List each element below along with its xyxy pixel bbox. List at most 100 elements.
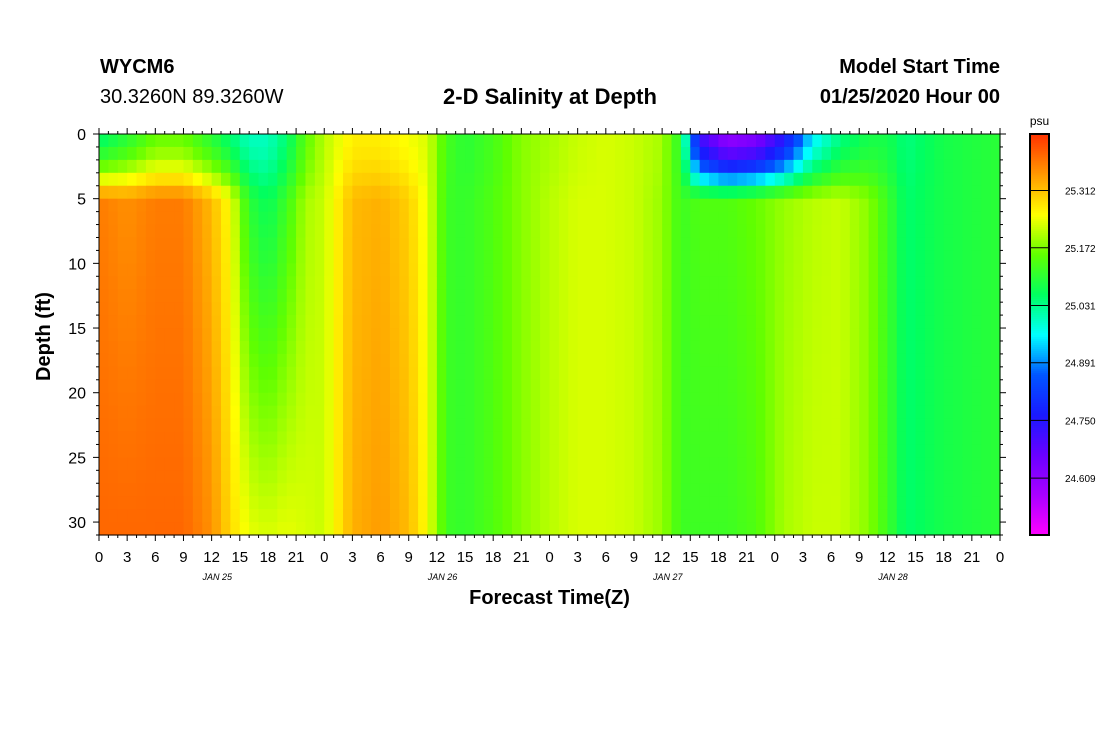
heatmap-cell [924,340,935,355]
colorbar-segment [1030,220,1049,223]
heatmap-cell [643,431,654,446]
heatmap-cell [239,250,250,264]
heatmap-cell [117,340,128,355]
heatmap-cell [427,134,438,148]
heatmap-cell [971,366,982,381]
heatmap-cell [258,470,269,484]
colorbar-segment [1030,412,1049,416]
heatmap-cell [605,172,616,187]
heatmap-cell [296,522,307,536]
heatmap-cell [361,353,372,368]
heatmap-cell [183,250,194,264]
heatmap-cell [221,276,231,290]
heatmap-cell [934,250,945,264]
heatmap-cell [868,276,879,290]
heatmap-cell [737,172,748,187]
heatmap-cell [164,340,175,355]
heatmap-cell [643,418,654,433]
heatmap-cell [962,340,973,355]
heatmap-cell [239,366,250,381]
heatmap-cell [324,522,335,536]
heatmap-cell [568,263,579,277]
heatmap-cell [502,224,513,239]
heatmap-cell [314,340,325,355]
heatmap-cell [361,289,372,303]
heatmap-cell [812,276,823,290]
colorbar-segment [1030,228,1049,231]
heatmap-cell [577,444,588,458]
heatmap-cell [587,263,598,277]
heatmap-cell [558,470,569,484]
heatmap-cell [267,470,278,484]
heatmap-cell [831,496,842,510]
heatmap-cell [211,134,222,148]
heatmap-cell [671,134,682,148]
heatmap-cell [962,509,973,523]
heatmap-cell [305,198,316,213]
heatmap-cell [605,315,616,329]
heatmap-cell [427,328,438,342]
heatmap-cell [746,353,757,368]
heatmap-cell [333,444,344,458]
heatmap-cell [521,392,532,407]
heatmap-cell [680,159,691,174]
heatmap-cell [596,198,607,213]
heatmap-cell [136,496,147,510]
heatmap-cell [371,328,382,342]
heatmap-cell [887,302,898,316]
heatmap-cell [727,172,738,187]
heatmap-cell [671,418,682,433]
heatmap-cell [718,315,729,329]
heatmap-cell [164,444,175,458]
heatmap-cell [633,185,644,200]
heatmap-cell [361,315,372,329]
heatmap-cell [615,470,626,484]
heatmap-cell [136,276,147,290]
heatmap-cell [849,470,860,484]
heatmap-cell [981,483,992,497]
heatmap-cell [849,211,860,226]
heatmap-cell [211,379,222,394]
heatmap-cell [934,431,945,446]
heatmap-cell [859,302,870,316]
heatmap-cell [502,496,513,510]
heatmap-cell [408,211,419,226]
heatmap-cell [258,522,269,536]
colorbar-segment [1030,226,1049,229]
heatmap-cell [399,276,410,290]
heatmap-cell [465,198,476,213]
heatmap-cell [493,185,504,200]
heatmap-cell [352,340,363,355]
heatmap-cell [633,392,644,407]
heatmap-cell [286,509,297,523]
heatmap-cell [962,392,973,407]
heatmap-cell [812,431,823,446]
heatmap-cell [774,431,785,446]
heatmap-cell [249,522,260,536]
heatmap-cell [699,237,710,252]
heatmap-cell [727,353,738,368]
heatmap-cell [802,483,813,497]
heatmap-cell [737,185,748,200]
heatmap-cell [812,134,823,148]
heatmap-cell [915,289,926,303]
heatmap-cell [380,134,391,148]
heatmap-cell [389,302,400,316]
heatmap-cell [483,276,494,290]
heatmap-cell [511,496,522,510]
heatmap-cell [277,457,288,471]
heatmap-cell [774,211,785,226]
heatmap-cell [652,172,663,187]
heatmap-cell [258,185,269,200]
heatmap-cell [943,159,954,174]
heatmap-cell [587,444,598,458]
heatmap-cell [380,444,391,458]
heatmap-cell [934,146,945,161]
heatmap-cell [709,302,720,316]
heatmap-cell [587,405,598,420]
heatmap-cell [127,263,138,277]
heatmap-cell [436,172,447,187]
heatmap-cell [296,483,307,497]
heatmap-cell [605,522,616,536]
heatmap-cell [906,392,917,407]
